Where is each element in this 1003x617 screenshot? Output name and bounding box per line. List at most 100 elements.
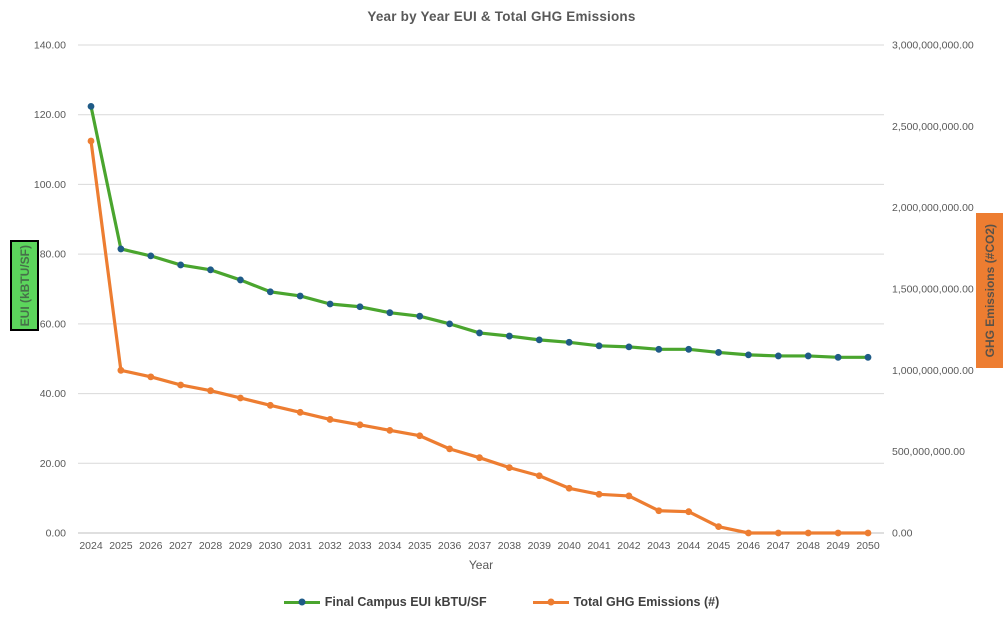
ghg-series-marker	[117, 366, 125, 374]
eui-series-marker	[864, 353, 872, 361]
ghg-series-marker	[505, 464, 513, 472]
ghg-series-marker	[237, 394, 244, 402]
y-right-tick-label: 3,000,000,000.00	[892, 40, 974, 52]
legend: Final Campus EUI kBTU/SF Total GHG Emiss…	[0, 595, 1003, 609]
left-axis-title-box: EUI (kBTU/SF)	[10, 240, 39, 331]
x-tick-label: 2046	[737, 540, 761, 552]
right-axis-title: GHG Emissions (#CO2)	[982, 223, 997, 358]
x-tick-label: 2038	[498, 540, 522, 552]
ghg-series-marker	[416, 432, 424, 440]
ghg-series-marker	[804, 529, 812, 537]
x-axis-title: Year	[468, 558, 494, 572]
ghg-series-marker	[565, 484, 573, 492]
x-tick-label: 2043	[647, 540, 671, 552]
x-tick-label: 2045	[707, 540, 731, 552]
eui-series-marker	[745, 351, 752, 359]
x-tick-label: 2026	[139, 540, 163, 552]
x-tick-label: 2049	[826, 540, 850, 552]
eui-series-marker	[774, 352, 782, 360]
y-right-tick-label: 2,500,000,000.00	[892, 121, 974, 133]
eui-series-marker	[356, 303, 364, 311]
y-left-tick-label: 20.00	[40, 458, 66, 470]
legend-label-ghg: Total GHG Emissions (#)	[573, 595, 720, 609]
ghg-series-marker	[386, 426, 394, 434]
ghg-series-marker	[774, 529, 782, 537]
ghg-series-marker	[356, 421, 364, 429]
x-tick-label: 2029	[229, 540, 253, 552]
x-tick-label: 2041	[587, 540, 611, 552]
x-tick-label: 2042	[617, 540, 641, 552]
y-left-tick-label: 0.00	[46, 528, 67, 540]
x-tick-label: 2031	[289, 540, 313, 552]
eui-series-marker	[505, 332, 513, 340]
eui-series-marker	[296, 292, 304, 300]
eui-series-marker	[804, 352, 812, 360]
eui-series-marker	[416, 312, 424, 320]
x-tick-label: 2044	[677, 540, 701, 552]
eui-series-marker	[147, 252, 155, 260]
ghg-series-marker	[446, 445, 454, 453]
eui-series-marker	[266, 288, 274, 296]
legend-item-ghg: Total GHG Emissions (#)	[532, 595, 720, 609]
eui-series-marker	[625, 343, 633, 351]
x-tick-label: 2048	[797, 540, 821, 552]
y-right-tick-label: 1,000,000,000.00	[892, 365, 974, 377]
ghg-series-marker	[595, 490, 603, 498]
eui-series-marker	[565, 338, 573, 346]
x-tick-label: 2028	[199, 540, 223, 552]
legend-item-eui: Final Campus EUI kBTU/SF	[283, 595, 487, 609]
y-left-tick-label: 120.00	[34, 109, 66, 121]
eui-series-line	[89, 104, 870, 359]
ghg-series-marker	[625, 492, 633, 500]
eui-series-marker	[117, 245, 125, 253]
chart-title: Year by Year EUI & Total GHG Emissions	[367, 9, 636, 24]
eui-legend-swatch-icon	[283, 598, 320, 606]
eui-series-marker	[87, 102, 95, 110]
eui-series-marker	[715, 349, 722, 356]
eui-series-marker	[446, 320, 454, 328]
ghg-series-marker	[535, 472, 543, 480]
ghg-series-marker	[266, 401, 274, 409]
ghg-series-marker	[207, 387, 214, 395]
x-tick-label: 2035	[408, 540, 432, 552]
y-left-tick-label: 100.00	[34, 179, 66, 191]
x-tick-label: 2050	[856, 540, 880, 552]
eui-series-marker	[386, 309, 394, 317]
x-tick-label: 2033	[348, 540, 372, 552]
right-axis-title-box: GHG Emissions (#CO2)	[976, 213, 1003, 368]
eui-series-marker	[685, 345, 693, 353]
ghg-series-marker	[177, 381, 185, 389]
eui-series-marker	[834, 353, 842, 361]
y-right-tick-label: 2,000,000,000.00	[892, 202, 974, 214]
x-tick-label: 2040	[557, 540, 581, 552]
x-tick-label: 2039	[528, 540, 552, 552]
ghg-series-marker	[326, 416, 334, 423]
ghg-legend-swatch-icon	[532, 598, 569, 606]
y-right-tick-label: 500,000,000.00	[892, 446, 965, 458]
x-tick-label: 2027	[169, 540, 193, 552]
y-left-tick-label: 60.00	[40, 318, 66, 330]
x-tick-label: 2034	[378, 540, 402, 552]
left-axis-title: EUI (kBTU/SF)	[17, 244, 32, 327]
eui-series-marker	[326, 300, 334, 308]
y-right-tick-label: 0.00	[892, 528, 913, 540]
ghg-series-marker	[685, 508, 693, 516]
ghg-series-marker	[745, 529, 752, 537]
x-tick-label: 2025	[109, 540, 133, 552]
eui-series-marker	[177, 261, 185, 269]
x-tick-label: 2030	[259, 540, 283, 552]
y-right-tick-label: 1,500,000,000.00	[892, 284, 974, 296]
x-tick-label: 2036	[438, 540, 462, 552]
eui-series-marker	[595, 342, 603, 350]
ghg-series-marker	[296, 408, 304, 416]
y-left-tick-label: 80.00	[40, 249, 66, 261]
eui-series-marker	[655, 345, 663, 353]
ghg-series-marker	[87, 137, 95, 145]
ghg-series-marker	[655, 507, 663, 515]
x-tick-label: 2037	[468, 540, 492, 552]
ghg-series-marker	[147, 373, 155, 381]
y-left-tick-label: 40.00	[40, 388, 66, 400]
ghg-series-marker	[864, 529, 872, 537]
eui-series-marker	[476, 329, 483, 337]
x-tick-label: 2032	[318, 540, 342, 552]
